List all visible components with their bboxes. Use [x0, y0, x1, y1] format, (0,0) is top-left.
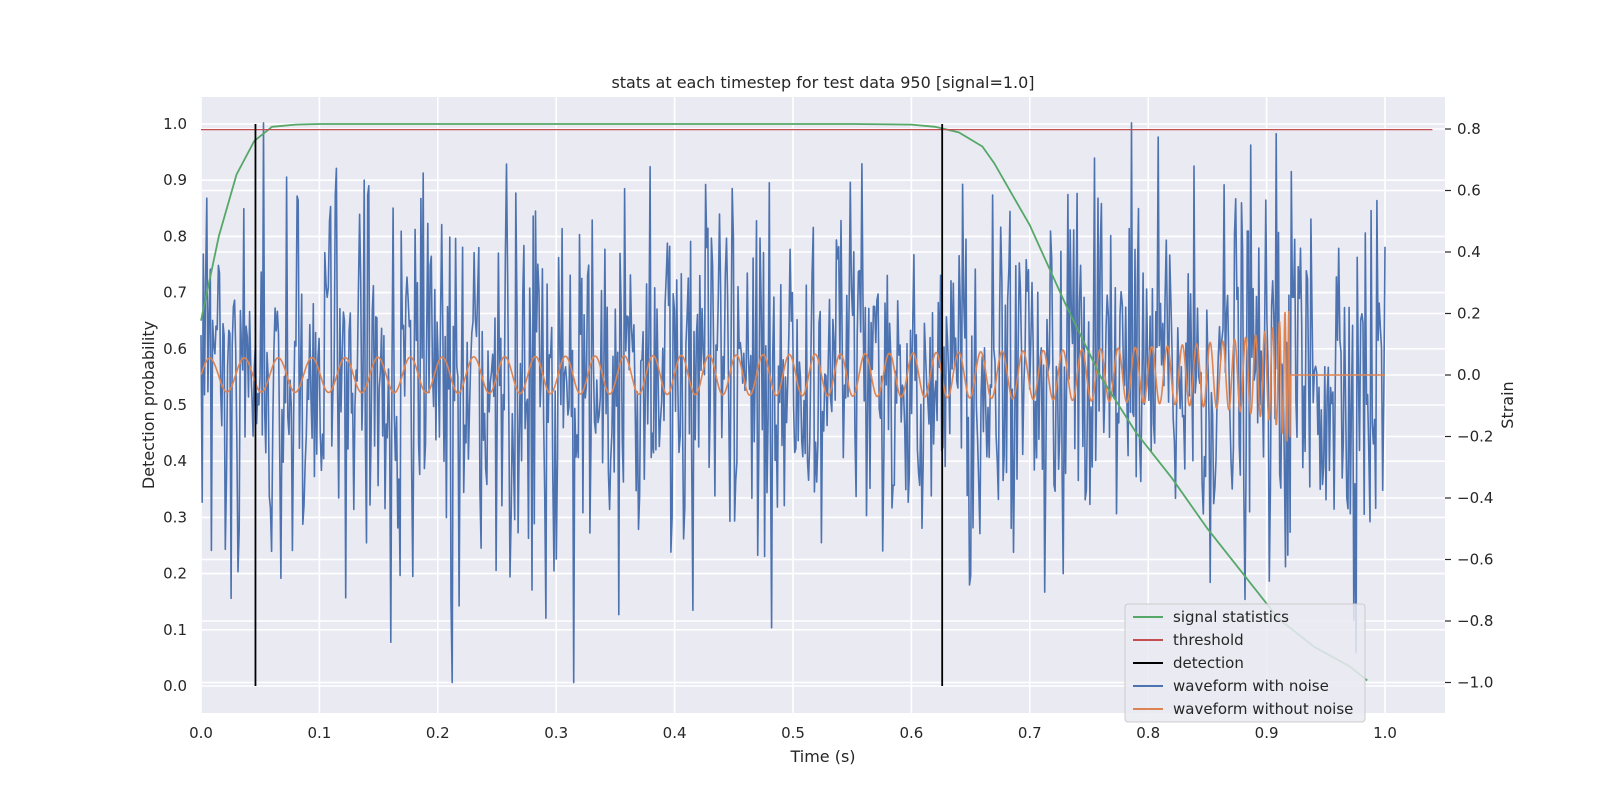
y-right-tick-label: 0.8	[1457, 120, 1481, 138]
y-right-tick-label: −1.0	[1457, 674, 1493, 692]
y-right-tick-label: 0.4	[1457, 243, 1481, 261]
y-right-tick-label: −0.8	[1457, 612, 1493, 630]
series-waveform-without-noise	[200, 310, 1386, 442]
legend-label-waveform-with-noise: waveform with noise	[1173, 677, 1329, 695]
x-tick-label: 0.4	[663, 724, 687, 742]
x-tick-label: 1.0	[1373, 724, 1397, 742]
x-tick-label: 0.2	[426, 724, 450, 742]
y-left-tick-label: 0.9	[163, 171, 187, 189]
series-waveform-with-noise	[200, 122, 1386, 684]
legend-box	[1124, 603, 1366, 723]
y-axis-label-left: Detection probability	[139, 321, 158, 489]
y-left-tick-label: 0.8	[163, 227, 187, 245]
legend-label-waveform-without-noise: waveform without noise	[1173, 700, 1353, 718]
y-left-tick-label: 1.0	[163, 115, 187, 133]
y-right-tick-label: 0.0	[1457, 366, 1481, 384]
y-axis-label-right: Strain	[1498, 381, 1517, 428]
x-tick-label: 0.0	[189, 724, 213, 742]
y-left-tick-label: 0.3	[163, 508, 187, 526]
y-ticks-left: 0.0 0.1 0.2 0.3 0.4 0.5 0.6 0.7 0.8 0.9 1.0	[163, 115, 187, 695]
x-tick-label: 0.5	[781, 724, 805, 742]
x-tick-label: 0.7	[1018, 724, 1042, 742]
y-left-tick-label: 0.7	[163, 284, 187, 302]
x-tick-label: 0.1	[307, 724, 331, 742]
y-left-tick-label: 0.2	[163, 565, 187, 583]
x-tick-label: 0.9	[1255, 724, 1279, 742]
x-tick-label: 0.6	[899, 724, 923, 742]
x-tick-label: 0.8	[1136, 724, 1160, 742]
y-right-tick-label: −0.6	[1457, 551, 1493, 569]
series-layer	[200, 122, 1433, 686]
y-left-tick-label: 0.6	[163, 340, 187, 358]
chart-title: stats at each timestep for test data 950…	[611, 73, 1034, 92]
legend-label-detection: detection	[1173, 654, 1244, 672]
y-right-tick-label: 0.6	[1457, 182, 1481, 200]
legend-label-signal-statistics: signal statistics	[1173, 608, 1289, 626]
y-left-tick-label: 0.0	[163, 677, 187, 695]
y-left-tick-label: 0.1	[163, 621, 187, 639]
y-ticks-right: −1.0 −0.8 −0.6 −0.4 −0.2 0.0 0.2 0.4 0.6 0.8	[1445, 120, 1493, 692]
x-ticks: 0.0 0.1 0.2 0.3 0.4 0.5 0.6 0.7 0.8 0.9 1.0	[189, 724, 1397, 742]
y-right-tick-label: −0.4	[1457, 489, 1493, 507]
y-right-tick-label: −0.2	[1457, 428, 1493, 446]
x-tick-label: 0.3	[544, 724, 568, 742]
x-axis-label: Time (s)	[789, 747, 855, 766]
y-right-tick-label: 0.2	[1457, 305, 1481, 323]
y-left-tick-label: 0.4	[163, 452, 187, 470]
legend-label-threshold: threshold	[1173, 631, 1244, 649]
legend: signal statistics threshold detection wa…	[1124, 603, 1366, 723]
y-left-tick-label: 0.5	[163, 396, 187, 414]
